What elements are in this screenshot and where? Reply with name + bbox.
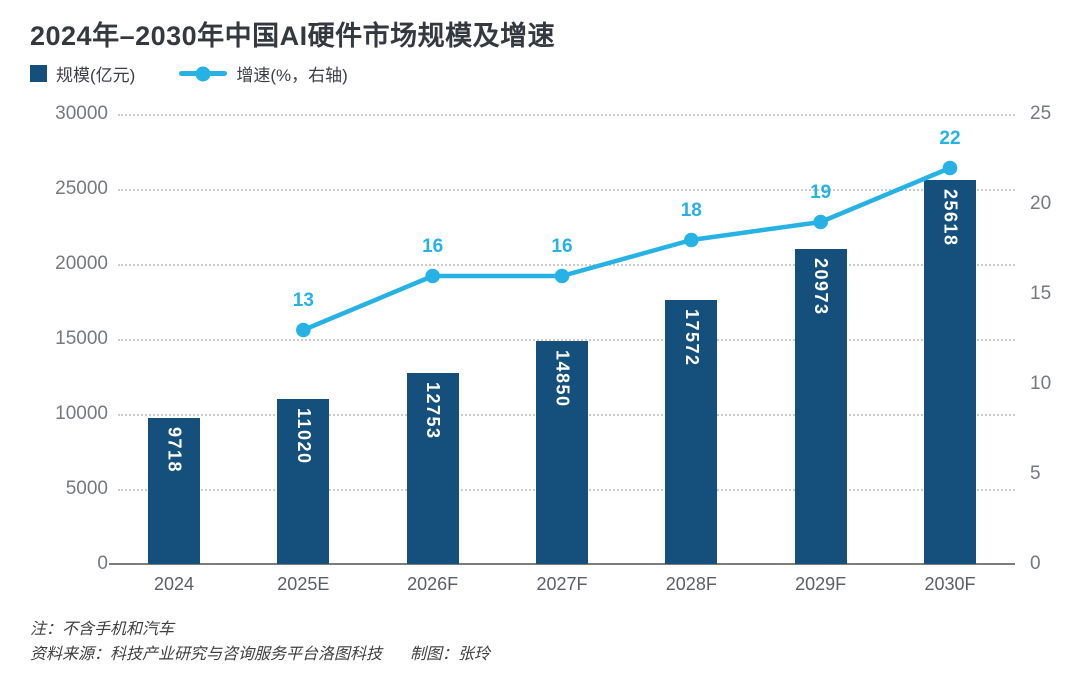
grid-line: [118, 114, 1015, 116]
growth-line: [296, 160, 958, 338]
x-axis-label: 2027F: [536, 574, 588, 594]
bar: 9718: [148, 418, 200, 564]
y-axis-left-tick: 30000: [55, 103, 108, 124]
bar: 14850: [535, 341, 588, 564]
growth-point: [813, 214, 828, 230]
bar-value-label: 14850: [552, 350, 573, 408]
x-axis: 2024 2025E 2026F 2027F 2028F 2029F 2030F: [118, 574, 1015, 600]
y-axis-right-tick: 20: [1030, 193, 1052, 214]
line-dot-icon: [195, 66, 211, 81]
legend-item-scale: 规模(亿元): [30, 61, 135, 86]
bar-swatch-icon: [30, 65, 47, 82]
y-axis-left-tick: 20000: [55, 253, 108, 274]
growth-point: [942, 160, 958, 176]
x-axis-label: 2030F: [924, 574, 976, 594]
growth-point-label: 13: [292, 290, 314, 311]
growth-point-label: 18: [680, 200, 702, 221]
bar: 12753: [406, 372, 459, 564]
chart-title: 2024年–2030年中国AI硬件市场规模及增速: [30, 21, 556, 51]
y-axis-right-tick: 25: [1030, 103, 1052, 124]
chart-source: 资料来源：科技产业研究与咨询服务平台洛图科技: [30, 646, 383, 663]
legend-label-scale: 规模(亿元): [56, 66, 136, 85]
y-axis-left-tick: 0: [97, 553, 108, 574]
growth-point: [425, 268, 440, 284]
chart-credit: 制图：张玲: [410, 646, 491, 663]
chart-source-line: 资料来源：科技产业研究与咨询服务平台洛图科技 制图：张玲: [30, 642, 490, 667]
legend-item-growth: 增速(%，右轴): [179, 61, 348, 86]
grid-line: [118, 264, 1015, 266]
y-axis-right: 0 5 10 15 20 25: [1030, 103, 1080, 574]
bar: 25618: [923, 179, 976, 564]
bar: 20973: [794, 249, 847, 564]
legend-label-growth: 增速(%，右轴): [236, 66, 348, 85]
legend: 规模(亿元) 增速(%，右轴): [30, 61, 348, 86]
y-axis-left-tick: 25000: [55, 178, 108, 199]
growth-point-label: 19: [810, 182, 832, 203]
growth-line-path: [301, 165, 953, 333]
x-axis-label: 2026F: [407, 574, 459, 594]
growth-point: [554, 268, 570, 284]
x-axis-label: 2029F: [795, 574, 847, 594]
bar-value-label: 12753: [423, 381, 444, 440]
x-axis-line: [109, 563, 1015, 565]
bar-value-label: 25618: [940, 188, 961, 247]
x-axis-label: 2024: [153, 574, 195, 594]
bar-value-label: 17572: [681, 309, 702, 367]
y-axis-right-tick: 10: [1030, 373, 1052, 394]
y-axis-left-tick: 15000: [55, 328, 108, 349]
growth-point-label: 16: [551, 236, 573, 257]
chart-note: 注：不含手机和汽车: [30, 621, 175, 638]
grid-line: [118, 189, 1015, 191]
bar-value-label: 20973: [811, 258, 832, 316]
y-axis-right-tick: 15: [1030, 283, 1052, 304]
growth-point-label: 16: [422, 236, 444, 257]
bar: 17572: [665, 300, 718, 564]
y-axis-left: 0 5000 10000 15000 20000 25000 30000: [0, 103, 108, 574]
y-axis-right-tick: 0: [1030, 553, 1041, 574]
plot-area: 9718 11020 12753 14850 17572 20973 25618 13 16 16…: [109, 114, 1015, 565]
chart-footer: 注：不含手机和汽车 资料来源：科技产业研究与咨询服务平台洛图科技 制图：张玲: [30, 617, 490, 667]
bar-value-label: 11020: [293, 407, 314, 465]
bar-value-label: 9718: [164, 427, 185, 474]
y-axis-left-tick: 10000: [55, 403, 108, 424]
line-swatch-icon: [179, 66, 228, 81]
growth-point-label: 22: [939, 128, 961, 149]
growth-point: [684, 232, 699, 248]
bar: 11020: [277, 398, 330, 564]
grid-line: [118, 339, 1015, 341]
growth-point: [296, 322, 311, 338]
x-axis-label: 2025E: [277, 574, 330, 594]
y-axis-right-tick: 5: [1030, 463, 1041, 484]
y-axis-left-tick: 5000: [65, 478, 108, 499]
x-axis-label: 2028F: [665, 574, 717, 594]
